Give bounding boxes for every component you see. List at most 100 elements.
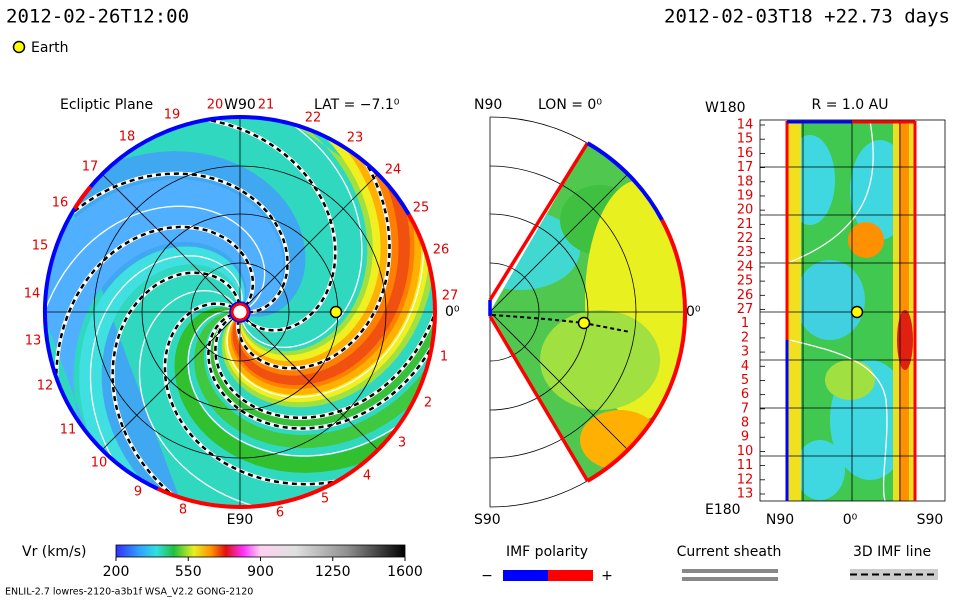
s90-label: S90: [474, 512, 501, 528]
carrington-label: 16: [52, 196, 69, 211]
carrington-label: 21: [258, 98, 275, 113]
sun: [230, 302, 250, 322]
sheath-line: [226, 231, 425, 398]
colorbar-ticks: 200 550 900 1250 1600: [103, 557, 423, 580]
sheath-line: [682, 569, 778, 573]
carrington-label: 7: [741, 401, 749, 416]
carrington-label: 5: [741, 373, 749, 388]
imf3d-title: 3D IMF line: [853, 544, 931, 560]
imf-title: IMF polarity: [506, 544, 588, 560]
sheath-line: [187, 310, 412, 457]
speed-region: [580, 410, 660, 470]
w180-label: W180: [705, 100, 746, 116]
carrington-label: 12: [37, 379, 54, 394]
map-field: [787, 121, 915, 501]
carrington-label: 26: [737, 288, 754, 303]
carrington-label: 4: [741, 359, 749, 374]
carrington-label: 11: [737, 458, 754, 473]
polarity-rim: [72, 185, 93, 210]
earth-icon: [12, 40, 26, 54]
speed-region: [897, 310, 913, 370]
carrington-label: 1: [741, 316, 749, 331]
carrington-label: 12: [737, 472, 754, 487]
carrington-label: 22: [305, 111, 322, 126]
carrington-label: 1: [440, 350, 448, 365]
map-title: R = 1.0 AU: [812, 97, 889, 113]
imf-positive: [548, 570, 593, 581]
map-panel: 1415161718192021222324252627123456789101…: [737, 118, 946, 502]
carrington-label: 21: [737, 217, 754, 232]
carrington-label: 22: [737, 231, 754, 246]
sheath-line: [682, 577, 778, 581]
imf-minus: −: [481, 568, 493, 584]
mer-zero-label: 0⁰: [686, 304, 701, 320]
carrington-label: 9: [134, 485, 142, 500]
speed-region: [795, 440, 845, 500]
polarity-rim: [586, 141, 664, 221]
carrington-label: 9: [741, 430, 749, 445]
carrington-label: 10: [91, 456, 108, 471]
carrington-label: 3: [398, 436, 406, 451]
carrington-label: 24: [385, 163, 402, 178]
field-line: [236, 150, 391, 370]
carrington-label: 3: [741, 345, 749, 360]
ecliptic-panel: [43, 115, 437, 509]
sheath-line: [45, 205, 266, 326]
polarity-rim: [488, 315, 590, 482]
carrington-label: 10: [737, 444, 754, 459]
model-time: 2012-02-26T12:00: [6, 6, 189, 28]
speed-region: [45, 179, 284, 480]
earth-legend: Earth: [31, 40, 69, 56]
field-line: [59, 172, 289, 314]
colorbar-tick-label: 900: [247, 564, 274, 580]
carrington-label: 24: [737, 259, 754, 274]
carrington-label: 19: [737, 188, 754, 203]
field-line: [192, 117, 337, 332]
carrington-label: 25: [737, 274, 754, 289]
carrington-label: 20: [737, 203, 754, 218]
carrington-label: 23: [347, 131, 364, 146]
map-s90: S90: [917, 512, 944, 528]
speed-region: [825, 360, 875, 400]
colorbar-tick-label: 1600: [387, 564, 423, 580]
speed-region: [787, 121, 801, 501]
earth: [850, 305, 864, 319]
carrington-label: 2: [741, 330, 749, 345]
field-line: [111, 271, 241, 505]
carrington-label: 20: [207, 98, 224, 113]
carrington-label: 5: [321, 492, 329, 507]
colorbar-tick-label: 1250: [315, 564, 351, 580]
carrington-label: 27: [737, 302, 754, 317]
footer-run: ENLIL-2.7 lowres-2120-a3b1f WSA_V2.2 GON…: [5, 587, 253, 598]
carrington-label: 6: [276, 506, 284, 521]
carrington-label: 13: [25, 334, 42, 349]
grid-spoke: [489, 173, 629, 313]
run-info: 2012-02-03T18 +22.73 days: [664, 6, 950, 28]
sheath-title: Current sheath: [677, 544, 782, 560]
polarity-rim: [488, 142, 589, 301]
e90-label: E90: [227, 512, 254, 528]
lat-label: LAT = −7.1⁰: [314, 97, 400, 113]
w90-label: W90: [224, 97, 256, 113]
colorbar: [115, 544, 406, 558]
carrington-label: 6: [741, 387, 749, 402]
map-n90: N90: [766, 512, 794, 528]
polarity-rim: [586, 219, 688, 483]
sheath-line: [138, 289, 271, 507]
colorbar-label: Vr (km/s): [22, 544, 86, 560]
carrington-label: 13: [737, 487, 754, 502]
carrington-label: 14: [737, 118, 754, 133]
carrington-label: 18: [119, 130, 136, 145]
carrington-label: 18: [737, 174, 754, 189]
zero-label: 0⁰: [445, 304, 460, 320]
meridional-field: [490, 143, 686, 481]
field-line: [214, 298, 435, 419]
colorbar-tick-label: 550: [175, 564, 202, 580]
carrington-label: 15: [737, 132, 754, 147]
speed-region: [194, 311, 435, 449]
ecliptic-title: Ecliptic Plane: [60, 97, 153, 113]
field-line: [207, 313, 435, 430]
field-line: [491, 314, 631, 333]
carrington-label: 19: [164, 108, 181, 123]
lon-label: LON = 0⁰: [538, 97, 602, 113]
